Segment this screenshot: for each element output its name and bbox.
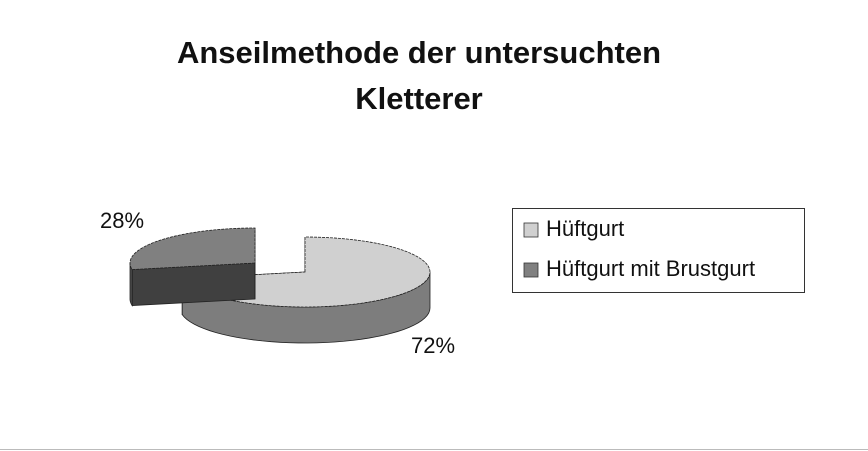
legend-swatch bbox=[523, 262, 539, 278]
data-label: 28% bbox=[100, 208, 144, 233]
legend-label: Hüftgurt bbox=[546, 216, 624, 241]
chart-title: Anseilmethode der untersuchten Kletterer bbox=[176, 35, 662, 116]
legend-box bbox=[512, 208, 805, 293]
slice bbox=[129, 227, 256, 270]
slice-wall bbox=[129, 262, 133, 307]
data-label: 72% bbox=[411, 333, 455, 358]
legend-swatch bbox=[523, 222, 539, 238]
legend-label: Hüftgurt mit Brustgurt bbox=[546, 256, 755, 281]
slice-side bbox=[131, 262, 256, 306]
